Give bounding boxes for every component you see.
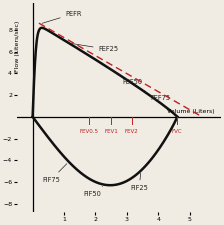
Text: FEV0.5: FEV0.5 (80, 129, 99, 134)
Text: Volume (Liters): Volume (Liters) (167, 108, 215, 114)
Text: FEF75: FEF75 (144, 90, 171, 101)
Text: PEFR: PEFR (42, 11, 82, 23)
Text: FIF75: FIF75 (42, 164, 67, 183)
Text: FEV2: FEV2 (125, 129, 138, 134)
Text: FEF50: FEF50 (107, 67, 142, 85)
Text: FIF50: FIF50 (83, 186, 103, 197)
Text: FVC: FVC (172, 129, 183, 134)
Text: Flow (Liters/sec): Flow (Liters/sec) (15, 20, 20, 72)
Text: FIF25: FIF25 (130, 173, 148, 191)
Text: FEF25: FEF25 (71, 43, 119, 52)
Text: FEV1: FEV1 (104, 129, 118, 134)
